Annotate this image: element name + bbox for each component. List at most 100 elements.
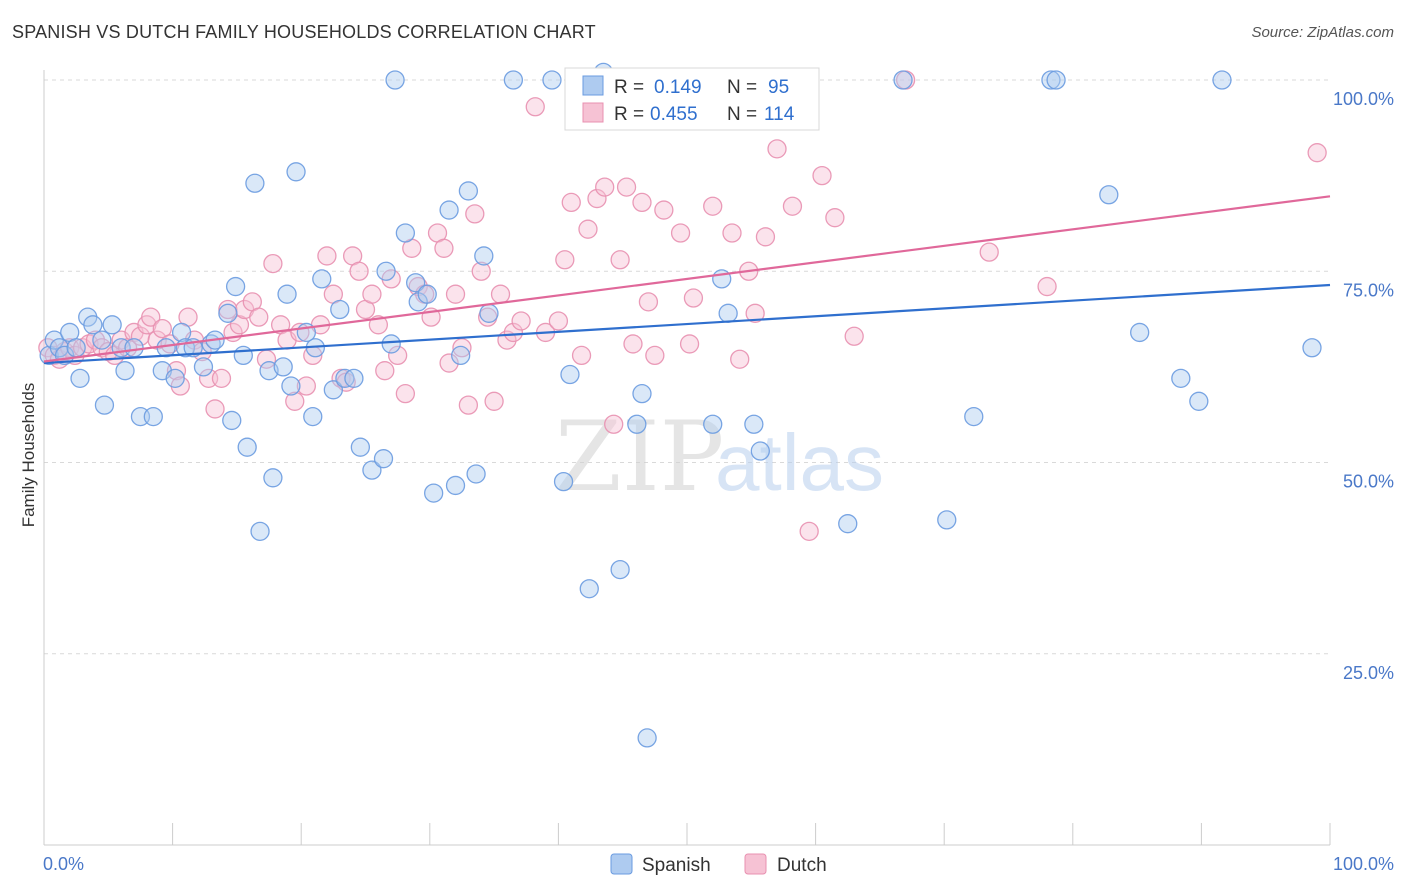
point-spanish [218,303,238,323]
point-spanish [445,475,466,496]
point-dutch [1037,276,1057,297]
point-spanish [323,380,344,400]
point-dutch [445,284,466,304]
point-dutch [152,318,172,339]
point-dutch [730,349,750,369]
point-spanish [273,357,293,377]
point-spanish [451,345,471,366]
point-dutch [503,322,524,343]
point-spanish [303,406,323,427]
point-dutch [654,200,674,220]
point-spanish [579,579,599,599]
point-dutch [484,391,504,411]
point-spanish [503,70,524,90]
point-spanish [263,468,283,488]
point-dutch [525,97,545,117]
stats-r-value-spanish: 0.149 [654,77,702,98]
point-spanish [237,437,257,457]
stats-n-label-spanish: N = [727,77,757,98]
point-dutch [141,307,161,327]
legend-swatch-dutch [744,853,767,875]
point-spanish [838,514,858,534]
point-spanish [750,441,770,461]
legend: Spanish Dutch [610,853,827,876]
point-dutch [616,177,637,197]
point-spanish [171,322,192,343]
point-spanish [124,338,144,358]
stats-n-label-dutch: N = [727,104,757,125]
point-dutch [638,292,659,312]
point-dutch [229,315,250,335]
grid-layer [44,79,1330,655]
point-dutch [548,311,569,331]
x-tick-label-left: 0.0% [43,854,84,874]
point-spanish [373,449,394,469]
point-dutch [285,391,305,411]
axes-layer: 100.0% 75.0% 50.0% 25.0% [43,70,1394,846]
point-spanish [632,383,652,404]
point-spanish [1189,391,1209,411]
stats-n-value-spanish: 95 [768,77,789,98]
point-spanish [718,303,738,323]
watermark-zip: ZIP [555,401,724,513]
stats-box: R = 0.149 N = 95 R = 0.455 N = 114 [564,67,820,131]
point-dutch [511,311,531,331]
point-dutch [85,330,106,350]
y-tick-label: 50.0% [1343,472,1394,492]
point-spanish [1130,322,1150,343]
point-dutch [679,334,700,354]
point-spanish [1212,70,1232,90]
stats-r-label-spanish: R = [614,77,644,98]
point-spanish [560,364,580,385]
point-spanish [1099,185,1119,205]
point-spanish [94,395,115,415]
stats-r-label-dutch: R = [614,104,644,125]
point-spanish [286,162,306,182]
point-dutch [799,521,819,541]
point-spanish [637,728,657,748]
y-tick-label: 100.0% [1333,89,1394,109]
trend-line-spanish [43,283,1331,365]
point-spanish [350,437,371,457]
point-dutch [249,307,269,327]
legend-swatch-spanish [610,853,633,875]
point-spanish [330,299,350,320]
point-dutch [1307,143,1327,163]
trend-layer [43,195,1331,365]
point-dutch [434,238,454,258]
point-spanish [66,338,86,358]
point-spanish [312,269,332,289]
point-dutch [263,253,283,274]
point-spanish [344,368,364,389]
point-dutch [471,261,491,281]
point-dutch [465,204,485,224]
point-dutch [490,284,511,304]
point-dutch [595,177,615,197]
point-spanish [610,559,630,580]
trend-line-dutch [43,195,1331,363]
point-dutch [362,284,382,304]
point-spanish [233,345,253,366]
point-spanish [385,70,405,90]
point-spanish [281,376,301,396]
point-dutch [632,192,652,213]
point-dutch [555,250,575,270]
point-spanish [362,460,382,480]
watermark-atlas: atlas [715,418,884,507]
point-dutch [767,139,787,159]
point-spanish [225,276,246,297]
point-dutch [349,261,369,281]
point-dutch [979,242,999,262]
y-tick-label: 25.0% [1343,663,1394,683]
point-spanish [83,315,103,335]
point-spanish [466,464,486,484]
point-dutch [645,345,665,366]
point-dutch [166,361,187,381]
stats-box-frame [564,67,820,131]
point-spanish [70,368,90,389]
point-spanish [92,330,112,350]
point-spanish [277,284,297,304]
point-dutch [375,361,395,381]
point-spanish [1171,368,1191,389]
point-spanish [703,414,723,434]
